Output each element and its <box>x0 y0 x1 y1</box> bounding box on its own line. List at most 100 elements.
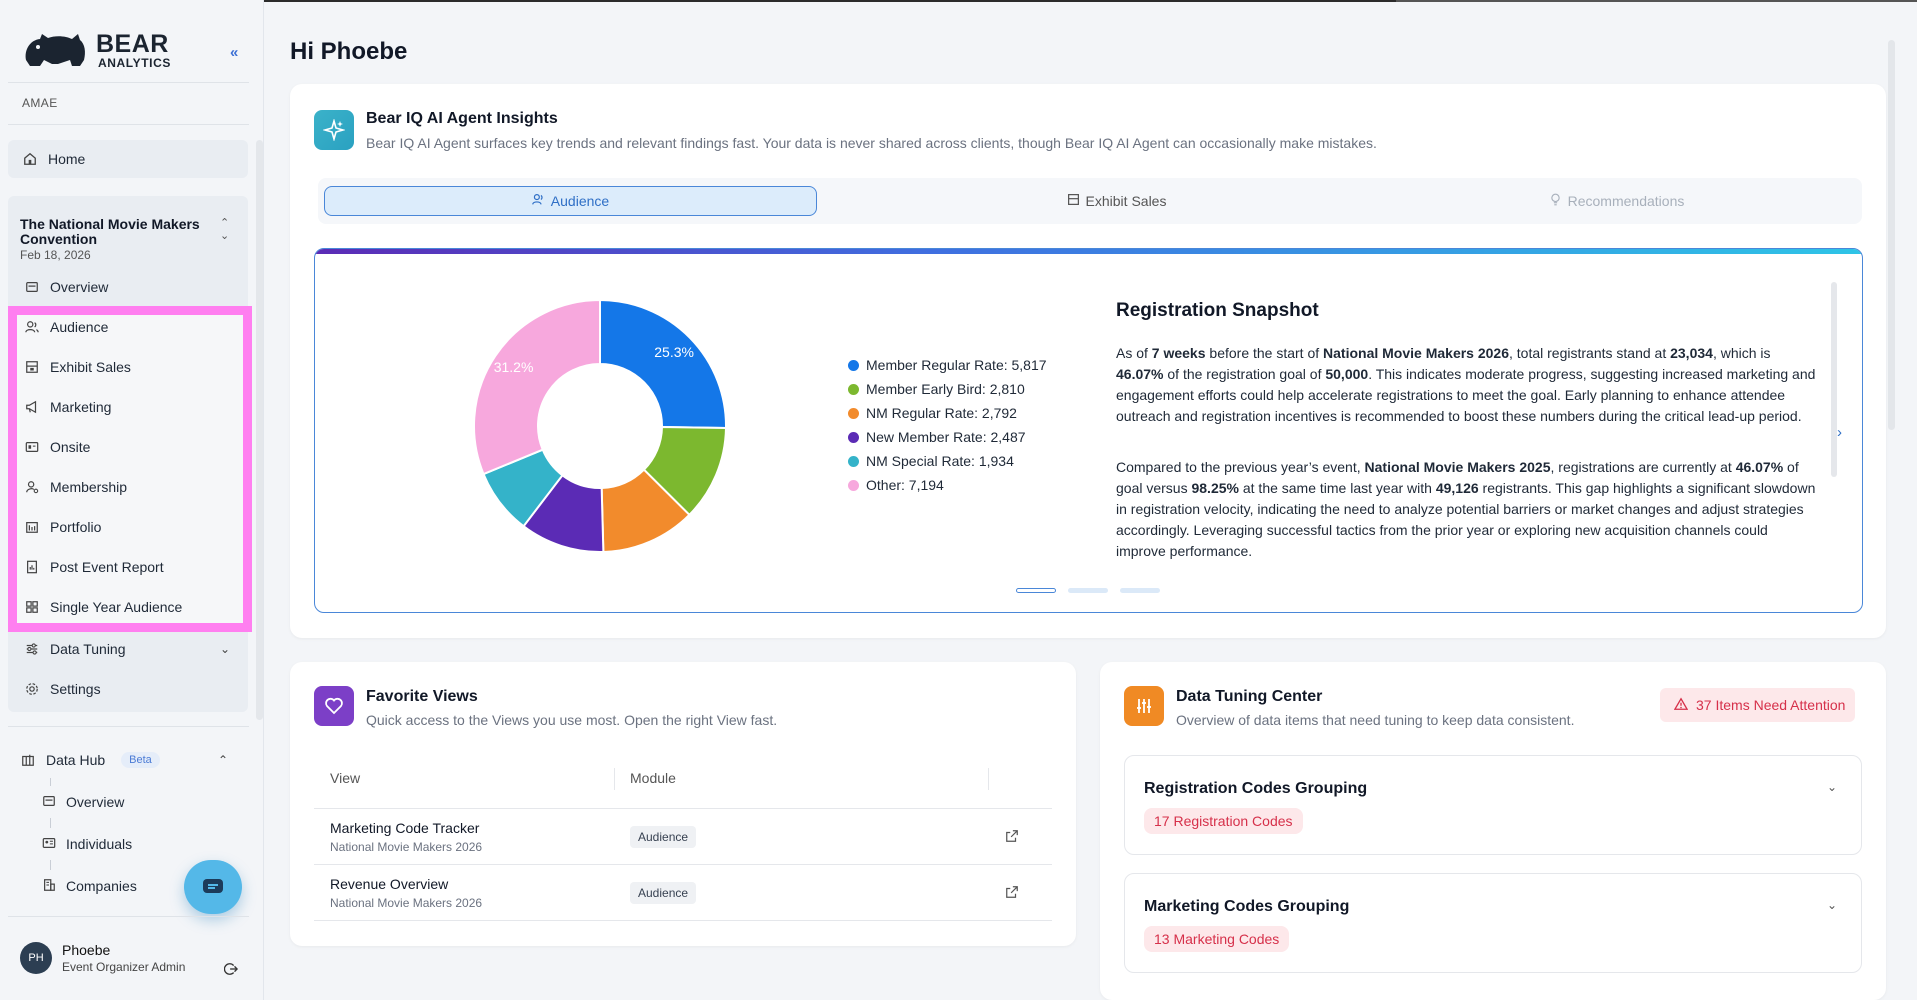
datahub-item-overview[interactable]: Overview <box>42 789 124 815</box>
sidebar-item-overview[interactable]: Overview <box>16 272 248 302</box>
legend-swatch <box>848 359 859 371</box>
registration-snapshot-panel <box>314 248 1863 613</box>
registration-donut-chart: 25.3% 31.2% <box>473 298 728 553</box>
tab-exhibit-sales[interactable]: Exhibit Sales <box>870 186 1363 216</box>
chat-button[interactable] <box>184 860 242 914</box>
sidebar-item-membership[interactable]: Membership <box>16 472 248 502</box>
divider <box>8 82 249 83</box>
sidebar-item-data-hub[interactable]: Data Hub Beta ⌃ <box>12 745 244 775</box>
chevron-right-icon[interactable]: › <box>1837 424 1842 441</box>
gradient-accent-bar <box>315 249 1862 254</box>
event-title[interactable]: The National Movie Makers Convention <box>20 216 200 247</box>
group-title: Registration Codes Grouping <box>1144 780 1368 797</box>
sidebar-item-settings[interactable]: Settings <box>16 674 248 704</box>
avatar: PH <box>20 942 52 974</box>
datahub-item-companies[interactable]: Companies <box>42 873 137 899</box>
slice-label: 31.2% <box>494 359 534 375</box>
tree-line <box>50 778 51 786</box>
bear-analytics-logo[interactable]: BEAR ANALYTICS <box>22 30 171 70</box>
registration-codes-group[interactable] <box>1124 755 1862 855</box>
sidebar-item-exhibit-sales[interactable]: Exhibit Sales <box>16 352 248 382</box>
legend-swatch <box>848 431 859 443</box>
pager-dot[interactable] <box>1120 588 1160 593</box>
attention-alert-badge[interactable]: 37 Items Need Attention <box>1660 688 1856 722</box>
sidebar-item-data-tuning[interactable]: Data Tuning ⌄ <box>16 634 248 664</box>
sidebar-item-home[interactable]: Home <box>14 144 246 174</box>
tab-recommendations[interactable]: Recommendations <box>1370 186 1863 216</box>
membership-icon <box>24 479 40 495</box>
sidebar-item-audience[interactable]: Audience <box>16 312 248 342</box>
main-scrollbar[interactable] <box>1888 40 1895 430</box>
sidebar-item-label: Settings <box>50 681 101 697</box>
favorite-view-event: National Movie Makers 2026 <box>330 896 483 910</box>
favorite-view-name[interactable]: Marketing Code Tracker <box>330 820 480 836</box>
event-date: Feb 18, 2026 <box>20 248 91 262</box>
user-profile[interactable]: PH Phoebe Event Organizer Admin <box>20 942 185 974</box>
tuning-icon <box>1124 686 1164 726</box>
marketing-codes-group[interactable] <box>1124 873 1862 973</box>
snapshot-paragraph-1: As of 7 weeks before the start of Nation… <box>1116 345 1816 424</box>
user-name: Phoebe <box>62 942 111 958</box>
sidebar-item-label: Data Hub <box>46 752 106 768</box>
external-link-icon[interactable] <box>1005 885 1019 899</box>
legend-label: Member Early Bird: 2,810 <box>866 381 1025 397</box>
collapse-sidebar-icon[interactable]: « <box>230 44 239 61</box>
org-name: AMAE <box>22 96 58 110</box>
datahub-item-individuals[interactable]: Individuals <box>42 831 132 857</box>
favorite-views-title: Favorite Views <box>366 688 478 705</box>
sidebar-item-label: Audience <box>50 319 109 335</box>
logout-icon[interactable] <box>223 962 239 979</box>
sidebar-item-label: Membership <box>50 479 128 495</box>
data-tuning-subtitle: Overview of data items that need tuning … <box>1176 712 1575 728</box>
sidebar-item-label: Marketing <box>50 399 112 415</box>
pager-dot[interactable] <box>1068 588 1108 593</box>
external-link-icon[interactable] <box>1005 829 1019 843</box>
chevron-down-icon[interactable]: ⌄ <box>1827 898 1838 912</box>
legend-label: NM Special Rate: 1,934 <box>866 453 1014 469</box>
sidebar-item-marketing[interactable]: Marketing <box>16 392 248 422</box>
sidebar-item-single-year-audience[interactable]: Single Year Audience <box>16 592 248 622</box>
favorite-view-name[interactable]: Revenue Overview <box>330 876 449 892</box>
module-badge: Audience <box>630 826 697 848</box>
snapshot-scrollbar[interactable] <box>1831 282 1837 477</box>
bear-logo-icon <box>25 34 85 66</box>
sidebar-item-onsite[interactable]: Onsite <box>16 432 248 462</box>
lightbulb-icon <box>1549 193 1562 209</box>
sidebar-scrollbar[interactable] <box>256 140 263 720</box>
home-icon <box>22 151 38 167</box>
building-icon <box>42 878 56 895</box>
datahub-item-label: Overview <box>66 794 125 810</box>
chevron-down-icon[interactable]: ⌄ <box>220 642 231 656</box>
sidebar-item-portfolio[interactable]: Portfolio <box>16 512 248 542</box>
snapshot-title: Registration Snapshot <box>1116 300 1319 321</box>
beta-badge: Beta <box>121 752 160 768</box>
pager-dot[interactable] <box>1016 588 1056 593</box>
chevron-down-icon[interactable]: ⌄ <box>1827 780 1838 794</box>
legend-swatch <box>848 407 859 419</box>
legend-item: Member Regular Rate: 5,817 <box>848 353 1047 377</box>
event-switch-chevron-icon[interactable]: ⌃ ⌄ <box>220 217 230 242</box>
legend-item: Member Early Bird: 2,810 <box>848 377 1047 401</box>
donut-slice[interactable] <box>599 298 727 430</box>
favorite-view-event: National Movie Makers 2026 <box>330 840 483 854</box>
highlight-annotation <box>8 306 252 632</box>
chevron-up-icon[interactable]: ⌃ <box>218 753 229 767</box>
legend-swatch <box>848 479 859 491</box>
alert-text: 37 Items Need Attention <box>1696 697 1846 713</box>
home-highlight <box>8 140 248 178</box>
divider <box>8 124 249 125</box>
sidebar-item-label: Exhibit Sales <box>50 359 131 375</box>
overview-icon <box>24 279 40 295</box>
heart-icon <box>314 686 354 726</box>
favorite-views-subtitle: Quick access to the Views you use most. … <box>366 712 778 728</box>
tab-audience[interactable]: Audience <box>324 186 817 216</box>
onsite-icon <box>24 439 40 455</box>
ai-insights-title: Bear IQ AI Agent Insights <box>366 110 558 127</box>
donut-slice[interactable] <box>473 298 601 476</box>
group-badge: 17 Registration Codes <box>1144 808 1303 834</box>
sidebar-item-label: Overview <box>50 279 109 295</box>
sidebar-item-label: Onsite <box>50 439 91 455</box>
sidebar-item-post-event-report[interactable]: Post Event Report <box>16 552 248 582</box>
sidebar-item-label: Data Tuning <box>50 641 126 657</box>
legend-label: New Member Rate: 2,487 <box>866 429 1026 445</box>
